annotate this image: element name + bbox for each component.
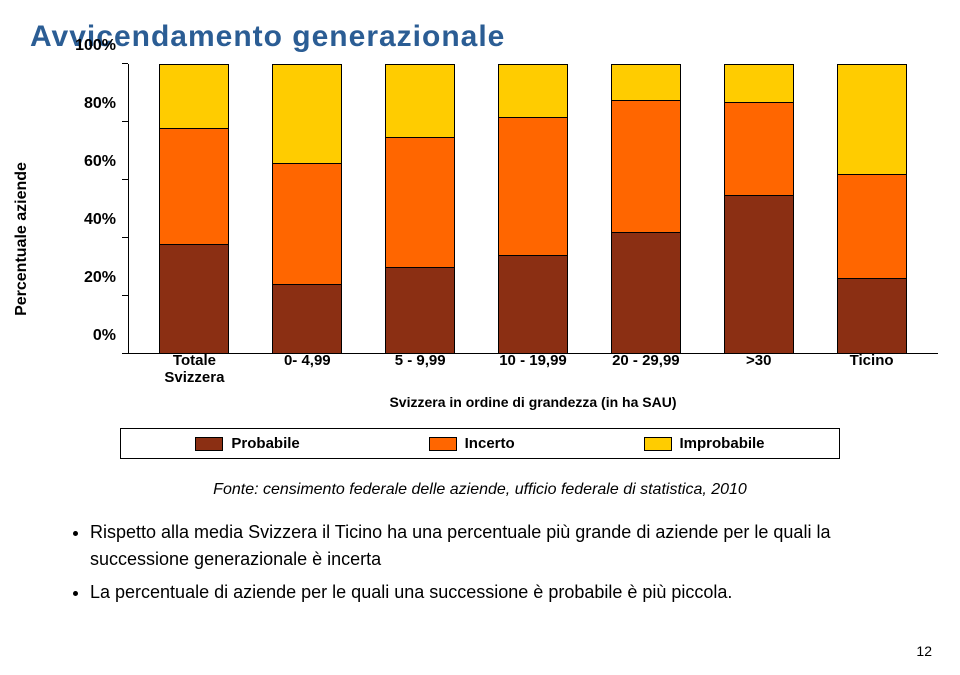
- bar-slot: [364, 64, 477, 354]
- bullet-item: La percentuale di aziende per le quali u…: [90, 579, 890, 606]
- bullet-item: Rispetto alla media Svizzera il Ticino h…: [90, 519, 890, 573]
- bar: [611, 64, 681, 354]
- bullet-list: Rispetto alla media Svizzera il Ticino h…: [90, 519, 890, 606]
- bar-segment-probabile: [612, 232, 680, 353]
- legend: Probabile Incerto Improbabile: [120, 428, 840, 459]
- bar: [272, 64, 342, 354]
- y-tick: 60%: [84, 153, 116, 171]
- bar-segment-incerto: [725, 102, 793, 194]
- bar-slot: [589, 64, 702, 354]
- bar-segment-incerto: [499, 117, 567, 255]
- bar-segment-improbabile: [386, 65, 454, 137]
- bar-slot: [477, 64, 590, 354]
- chart-container: Percentuale aziende 0% 20% 40% 60% 80% 1…: [58, 64, 938, 414]
- x-label: 20 - 29,99: [589, 352, 702, 386]
- legend-label: Improbabile: [680, 435, 765, 452]
- x-label: 10 - 19,99: [477, 352, 590, 386]
- page-title: Avvicendamento generazionale: [30, 20, 930, 54]
- legend-item-probabile: Probabile: [195, 435, 299, 452]
- bars-row: [128, 64, 938, 354]
- x-label: >30: [702, 352, 815, 386]
- bar-segment-incerto: [386, 137, 454, 267]
- bar-segment-improbabile: [273, 65, 341, 163]
- bar: [159, 64, 229, 354]
- x-group-middle: Svizzera in ordine di grandezza (in ha S…: [251, 394, 815, 410]
- y-tick: 80%: [84, 95, 116, 113]
- plot-area: 0% 20% 40% 60% 80% 100%: [128, 64, 938, 354]
- x-group-row: Svizzera in ordine di grandezza (in ha S…: [128, 394, 938, 410]
- page-number: 12: [916, 643, 932, 659]
- y-tick: 40%: [84, 211, 116, 229]
- bar-slot: [251, 64, 364, 354]
- legend-item-incerto: Incerto: [429, 435, 515, 452]
- legend-label: Incerto: [465, 435, 515, 452]
- x-label: Ticino: [815, 352, 928, 386]
- bar-segment-improbabile: [725, 65, 793, 102]
- bar-slot: [815, 64, 928, 354]
- bar: [837, 64, 907, 354]
- bar-segment-probabile: [160, 244, 228, 353]
- bar-slot: [702, 64, 815, 354]
- bar-segment-probabile: [386, 267, 454, 353]
- legend-swatch: [195, 437, 223, 451]
- legend-swatch: [429, 437, 457, 451]
- bar-segment-probabile: [725, 195, 793, 353]
- x-label: TotaleSvizzera: [138, 352, 251, 386]
- y-tick: 20%: [84, 269, 116, 287]
- source-text: Fonte: censimento federale delle aziende…: [30, 481, 930, 499]
- legend-item-improbabile: Improbabile: [644, 435, 765, 452]
- bar-segment-incerto: [160, 128, 228, 243]
- x-labels-row: TotaleSvizzera0- 4,995 - 9,9910 - 19,992…: [128, 352, 938, 386]
- x-label: 5 - 9,99: [364, 352, 477, 386]
- bar-segment-improbabile: [838, 65, 906, 174]
- y-tick: 0%: [93, 327, 116, 345]
- x-label: 0- 4,99: [251, 352, 364, 386]
- bar-segment-incerto: [612, 100, 680, 232]
- x-group-left: [138, 394, 251, 410]
- y-tick: 100%: [75, 37, 116, 55]
- x-group-right: [815, 394, 928, 410]
- bar: [724, 64, 794, 354]
- bar-segment-improbabile: [612, 65, 680, 100]
- bar-segment-improbabile: [160, 65, 228, 128]
- bar-segment-probabile: [273, 284, 341, 353]
- bar-segment-probabile: [838, 278, 906, 353]
- bar-segment-incerto: [838, 174, 906, 278]
- bar-slot: [138, 64, 251, 354]
- y-axis-label: Percentuale aziende: [13, 162, 31, 316]
- bar-segment-incerto: [273, 163, 341, 284]
- legend-label: Probabile: [231, 435, 299, 452]
- bar: [498, 64, 568, 354]
- bar-segment-probabile: [499, 255, 567, 353]
- bar: [385, 64, 455, 354]
- legend-swatch: [644, 437, 672, 451]
- bar-segment-improbabile: [499, 65, 567, 117]
